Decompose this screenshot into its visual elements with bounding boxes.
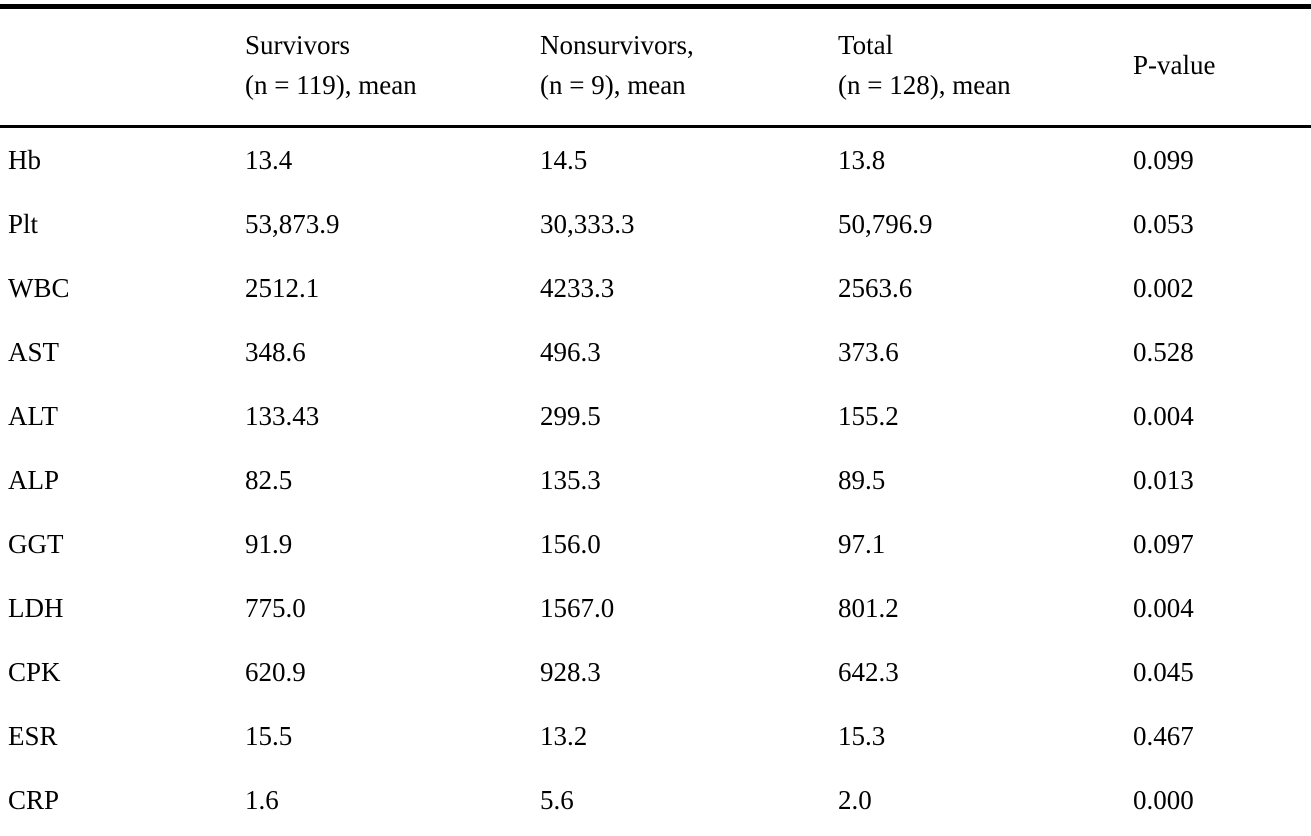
cell-survivors: 53,873.9: [245, 208, 340, 239]
header-line2: (n = 128), mean: [838, 70, 1011, 100]
cell-nonsurvivors: 14.5: [540, 144, 588, 175]
row-label: GGT: [8, 528, 64, 559]
cell-pvalue: 0.467: [1133, 720, 1194, 751]
cell-survivors: 15.5: [245, 720, 293, 751]
cell-nonsurvivors: 135.3: [540, 464, 601, 495]
header-line2: (n = 9), mean: [540, 70, 686, 100]
cell-total: 13.8: [838, 144, 886, 175]
cell-total: 97.1: [838, 528, 886, 559]
column-header-total: Total (n = 128), mean: [838, 6, 1133, 128]
header-line1: Nonsurvivors,: [540, 30, 694, 60]
row-label: AST: [8, 336, 60, 367]
row-label: CPK: [8, 656, 61, 687]
cell-pvalue: 0.097: [1133, 528, 1194, 559]
cell-pvalue: 0.053: [1133, 208, 1194, 239]
cell-total: 89.5: [838, 464, 886, 495]
table-row-alt: ALT 133.43 299.5 155.2 0.004: [0, 384, 1311, 448]
header-line1: P-value: [1133, 50, 1216, 80]
cell-survivors: 2512.1: [245, 272, 320, 303]
cell-nonsurvivors: 1567.0: [540, 592, 615, 623]
cell-total: 15.3: [838, 720, 886, 751]
header-line2: (n = 119), mean: [245, 70, 417, 100]
table-header: Survivors (n = 119), mean Nonsurvivors, …: [0, 6, 1311, 128]
header-line1: Total: [838, 30, 894, 60]
header-row: Survivors (n = 119), mean Nonsurvivors, …: [0, 6, 1311, 128]
table-row-plt: Plt 53,873.9 30,333.3 50,796.9 0.053: [0, 192, 1311, 256]
cell-nonsurvivors: 299.5: [540, 400, 601, 431]
cell-pvalue: 0.099: [1133, 144, 1194, 175]
cell-survivors: 1.6: [245, 784, 279, 815]
cell-total: 801.2: [838, 592, 899, 623]
row-label: Plt: [8, 208, 39, 239]
row-label: ALT: [8, 400, 59, 431]
column-header-survivors: Survivors (n = 119), mean: [245, 6, 540, 128]
cell-pvalue: 0.045: [1133, 656, 1194, 687]
cell-total: 373.6: [838, 336, 899, 367]
row-label: ESR: [8, 720, 58, 751]
cell-total: 642.3: [838, 656, 899, 687]
table-row-ast: AST 348.6 496.3 373.6 0.528: [0, 320, 1311, 384]
cell-nonsurvivors: 928.3: [540, 656, 601, 687]
cell-pvalue: 0.004: [1133, 400, 1194, 431]
cell-survivors: 82.5: [245, 464, 293, 495]
cell-survivors: 91.9: [245, 528, 293, 559]
cell-nonsurvivors: 496.3: [540, 336, 601, 367]
table-row-ggt: GGT 91.9 156.0 97.1 0.097: [0, 512, 1311, 576]
cell-survivors: 133.43: [245, 400, 320, 431]
table-row-esr: ESR 15.5 13.2 15.3 0.467: [0, 704, 1311, 768]
header-line1: Survivors: [245, 30, 351, 60]
cell-nonsurvivors: 30,333.3: [540, 208, 635, 239]
cell-nonsurvivors: 4233.3: [540, 272, 615, 303]
column-header-nonsurvivors: Nonsurvivors, (n = 9), mean: [540, 6, 838, 128]
table-row-crp: CRP 1.6 5.6 2.0 0.000: [0, 768, 1311, 832]
column-header-empty: [0, 6, 245, 128]
row-label: Hb: [8, 144, 41, 175]
cell-pvalue: 0.013: [1133, 464, 1194, 495]
cell-total: 155.2: [838, 400, 899, 431]
row-label: ALP: [8, 464, 60, 495]
cell-pvalue: 0.528: [1133, 336, 1194, 367]
cell-pvalue: 0.000: [1133, 784, 1194, 815]
column-header-pvalue: P-value: [1133, 6, 1311, 128]
cell-total: 50,796.9: [838, 208, 933, 239]
row-label: LDH: [8, 592, 64, 623]
cell-nonsurvivors: 13.2: [540, 720, 588, 751]
cell-pvalue: 0.004: [1133, 592, 1194, 623]
lab-results-table: Survivors (n = 119), mean Nonsurvivors, …: [0, 4, 1311, 832]
cell-survivors: 348.6: [245, 336, 306, 367]
table-row-wbc: WBC 2512.1 4233.3 2563.6 0.002: [0, 256, 1311, 320]
cell-survivors: 620.9: [245, 656, 306, 687]
table-row-cpk: CPK 620.9 928.3 642.3 0.045: [0, 640, 1311, 704]
row-label: CRP: [8, 784, 60, 815]
cell-survivors: 13.4: [245, 144, 293, 175]
cell-total: 2.0: [838, 784, 872, 815]
cell-survivors: 775.0: [245, 592, 306, 623]
row-label: WBC: [8, 272, 70, 303]
cell-nonsurvivors: 156.0: [540, 528, 601, 559]
cell-nonsurvivors: 5.6: [540, 784, 574, 815]
table-row-alp: ALP 82.5 135.3 89.5 0.013: [0, 448, 1311, 512]
cell-pvalue: 0.002: [1133, 272, 1194, 303]
table-body: Hb 13.4 14.5 13.8 0.099 Plt 53,873.9 30,…: [0, 127, 1311, 833]
table-row-ldh: LDH 775.0 1567.0 801.2 0.004: [0, 576, 1311, 640]
table-row-hb: Hb 13.4 14.5 13.8 0.099: [0, 127, 1311, 193]
cell-total: 2563.6: [838, 272, 913, 303]
